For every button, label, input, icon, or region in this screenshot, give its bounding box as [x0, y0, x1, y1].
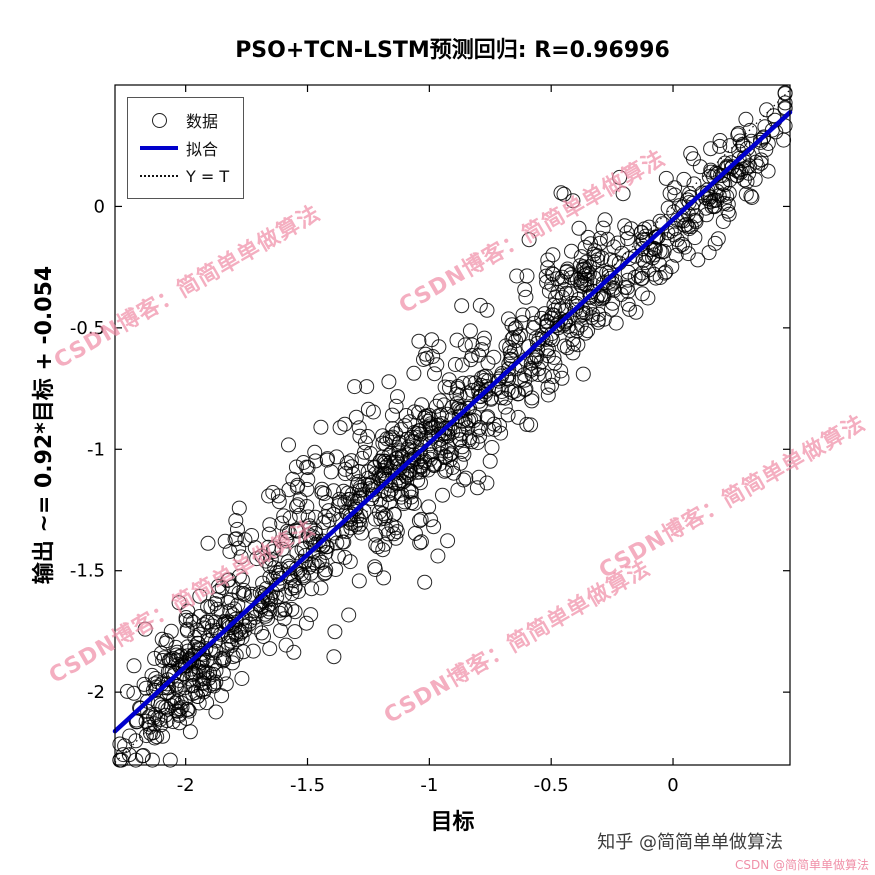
- legend-label-identity: Y = T: [186, 166, 230, 186]
- data-marker-icon: [136, 112, 182, 128]
- x-tick-label: 0: [667, 775, 678, 796]
- y-tick-label: -2: [87, 682, 105, 703]
- y-tick-label: -1.5: [70, 561, 105, 582]
- identity-line-icon: [136, 175, 182, 177]
- fit-line-icon: [136, 146, 182, 150]
- x-tick-label: -0.5: [534, 775, 569, 796]
- y-tick-label: 0: [94, 196, 105, 217]
- zhihu-credit: 知乎 @简简单单做算法: [597, 832, 783, 853]
- legend: 数据 拟合 Y = T: [127, 97, 245, 199]
- legend-item-data: 数据: [136, 106, 229, 134]
- identity-line: [114, 89, 791, 763]
- legend-item-identity: Y = T: [136, 162, 229, 190]
- x-axis-label: 目标: [430, 810, 475, 835]
- legend-label-fit: 拟合: [186, 140, 219, 159]
- axes-box: [114, 84, 791, 766]
- y-tick-label: -0.5: [70, 318, 105, 339]
- fit-line: [112, 110, 793, 734]
- legend-label-data: 数据: [186, 112, 219, 131]
- legend-item-fit: 拟合: [136, 134, 229, 162]
- x-tick-label: -1: [420, 775, 438, 796]
- x-tick-label: -2: [177, 775, 195, 796]
- scatter-points: [112, 85, 793, 768]
- y-axis-label: 输出 ~= 0.92*目标 + -0.054: [32, 265, 57, 585]
- chart-title: PSO+TCN-LSTM预测回归: R=0.96996: [235, 38, 670, 63]
- x-tick-label: -1.5: [290, 775, 325, 796]
- y-tick-label: -1: [87, 439, 105, 460]
- csdn-credit: CSDN @简简单单做算法: [734, 858, 869, 872]
